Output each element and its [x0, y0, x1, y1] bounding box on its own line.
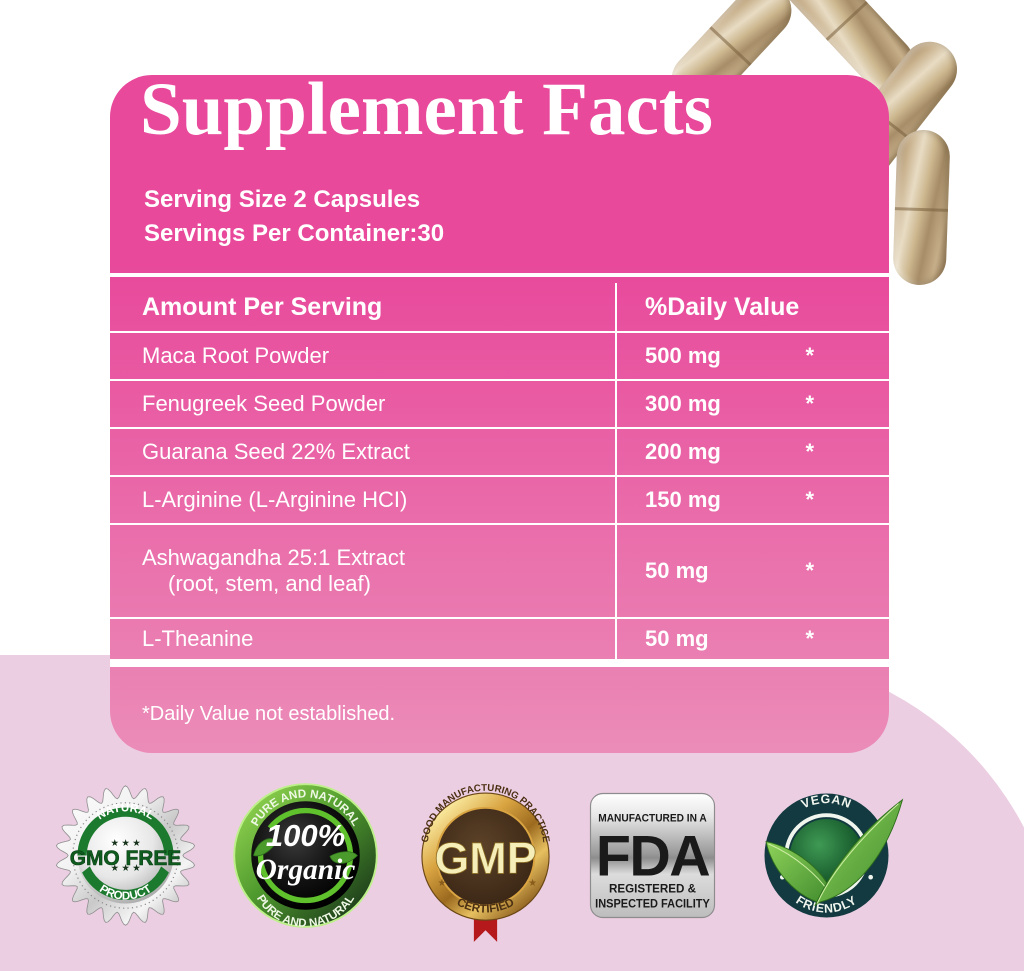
- svg-text:GMO FREE: GMO FREE: [70, 847, 182, 870]
- svg-text:MANUFACTURED IN A: MANUFACTURED IN A: [598, 812, 707, 824]
- svg-text:100%: 100%: [266, 818, 345, 853]
- svg-text:FDA: FDA: [596, 825, 709, 889]
- svg-text:GMP: GMP: [434, 833, 536, 884]
- svg-text:REGISTERED &: REGISTERED &: [609, 883, 697, 896]
- svg-text:INSPECTED FACILITY: INSPECTED FACILITY: [595, 897, 710, 910]
- svg-text:Organic: Organic: [256, 854, 356, 886]
